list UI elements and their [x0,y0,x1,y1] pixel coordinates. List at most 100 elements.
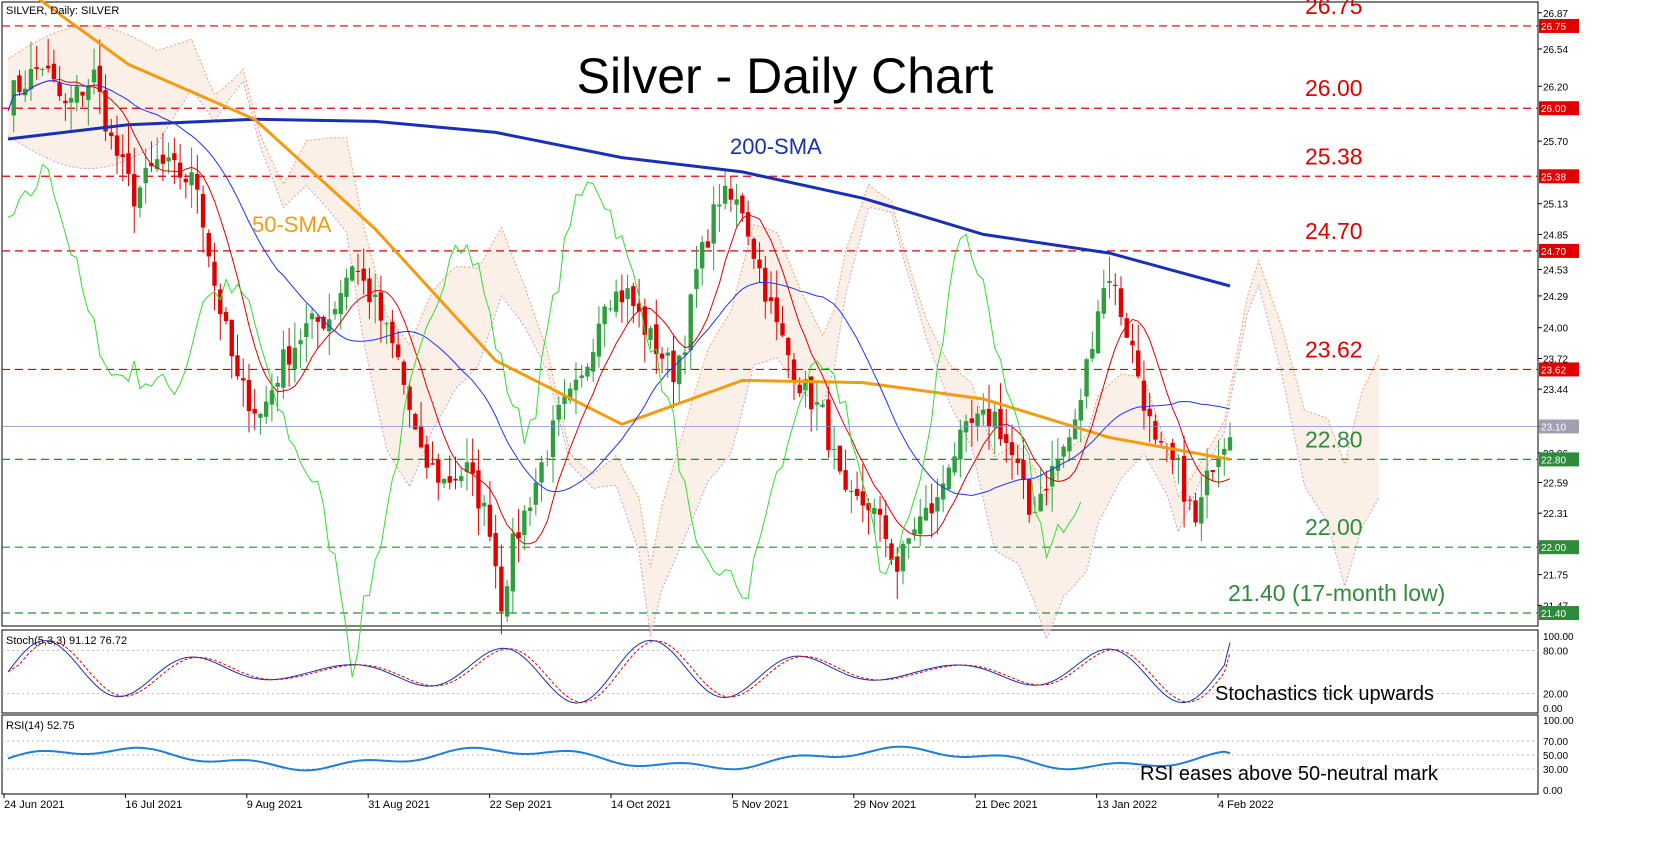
candle-body [768,297,774,302]
candle-body [1136,350,1141,377]
candle-body [1067,437,1072,452]
candle-body [522,510,527,535]
price-tick-label: 26.20 [1543,82,1568,93]
candle-body [28,69,34,90]
candle-body [459,476,464,481]
candle-body [545,458,550,460]
candle-body [757,259,762,269]
candle-body [631,286,636,307]
candle-body [372,294,378,298]
candle-body [23,88,28,96]
level-tag-text: 26.00 [1541,104,1566,115]
candle-body [361,268,366,281]
level-tag-box [1539,606,1579,621]
candle-body [763,267,768,302]
candle-body [808,376,814,410]
candle-body [568,388,573,401]
candle-body [63,100,68,104]
rsi-tick-label: 100.00 [1543,716,1574,727]
candle-body [958,429,963,460]
candle-body [590,352,596,372]
candle-body [200,193,206,228]
rsi-tick-label: 30.00 [1543,765,1568,776]
price-tick-label: 25.13 [1543,200,1568,211]
candle-body [906,538,911,544]
candle-body [160,154,166,164]
candle-body [304,323,309,338]
candle-body [332,308,338,315]
candle-body [172,153,177,161]
candle-body [114,135,120,156]
level-tag-box [1539,362,1579,377]
candlesticks [11,38,1233,635]
candle-body [889,543,894,560]
candle-body [17,75,22,93]
candle-body [68,97,74,103]
candle-body [189,172,194,186]
candle-body [355,270,361,272]
candle-body [1199,497,1204,524]
candle-body [929,503,934,514]
candle-body [619,290,625,303]
candle-body [418,425,424,448]
candle-body [487,504,493,537]
candle-body [940,483,946,500]
candle-body [791,359,797,382]
candle-body [917,516,923,535]
candle-body [51,63,57,80]
candle-body [556,404,561,420]
candle-body [441,478,447,484]
level-tag-box [1539,18,1579,33]
candle-body [390,321,395,344]
candle-body [103,90,108,132]
candle-body [820,404,825,407]
candle-body [837,445,843,472]
candle-body [1113,284,1118,286]
candle-body [275,382,280,387]
sma50-label: 50-SMA [252,212,332,237]
price-tick-label: 23.72 [1543,354,1568,365]
candle-body [413,413,418,430]
candle-body [481,502,487,507]
candle-body [309,313,315,320]
price-tick-label: 24.29 [1543,292,1568,303]
candle-body [711,204,716,244]
candle-body [1147,408,1152,417]
candle-body [654,324,659,355]
candle-body [860,491,866,506]
candle-body [464,462,470,472]
candle-body [625,288,630,300]
rsi-label: RSI(14) 52.75 [6,720,74,732]
date-tick-label: 21 Dec 2021 [975,799,1037,811]
candle-body [986,408,992,427]
candle-body [573,379,579,391]
level-label: 26.00 [1305,75,1363,101]
candle-body [849,490,854,493]
candle-body [745,212,751,237]
candle-body [895,556,900,572]
candle-body [872,508,877,514]
price-tick-label: 22.31 [1543,509,1568,520]
candle-body [154,159,160,170]
price-tick-label: 24.00 [1543,324,1568,335]
candle-body [241,378,246,381]
rsi-tick-label: 50.00 [1543,751,1568,762]
candle-body [642,306,648,335]
candle-body [705,241,711,248]
level-label: 23.62 [1305,336,1363,362]
candle-body [401,361,407,385]
candle-body [269,390,275,405]
candle-body [1216,458,1221,468]
stoch-annotation: Stochastics tick upwards [1215,683,1434,705]
price-tick-label: 26.87 [1543,9,1568,20]
candle-body [1130,340,1135,346]
candle-body [470,462,475,474]
chikou-line [7,163,1082,678]
level-tag-box [1539,540,1579,555]
axes: 26.87 26.54 26.20 25.70 25.13 24.85 24.53 24.29… [2,9,1579,811]
price-tick-label: 22.59 [1543,478,1568,489]
sma200-label: 200-SMA [730,134,822,159]
price-tick-label: 26.54 [1543,45,1568,56]
candle-body [1187,499,1193,501]
